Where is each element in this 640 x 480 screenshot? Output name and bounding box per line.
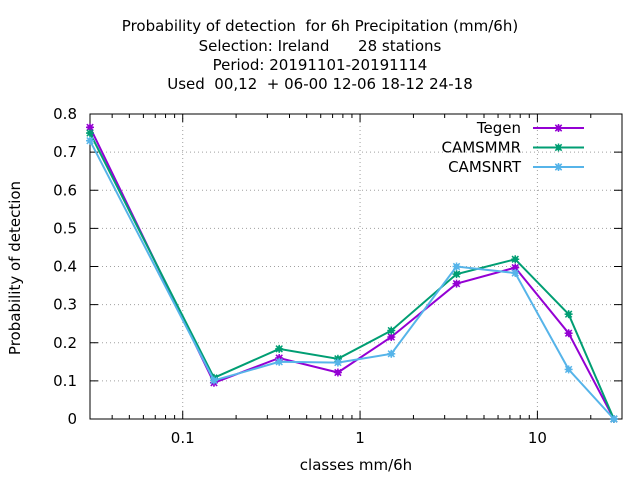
chart-title-line-4: Used 00,12 + 06-00 12-06 18-12 24-18 xyxy=(167,75,473,93)
data-point-camsmmr xyxy=(387,326,396,335)
legend-marker-camsnrt xyxy=(554,163,563,171)
x-tick-label: 1 xyxy=(355,429,365,447)
data-point-camsnrt xyxy=(86,136,94,145)
legend-label-camsnrt: CAMSNRT xyxy=(448,158,522,176)
legend-marker-tegen xyxy=(554,124,563,132)
y-tick-label: 0.8 xyxy=(53,105,77,123)
y-tick-label: 0.5 xyxy=(53,219,77,237)
series-line-camsmmr xyxy=(89,132,615,420)
data-point-tegen xyxy=(564,329,573,338)
data-point-camsnrt xyxy=(511,268,520,277)
data-point-camsnrt xyxy=(609,415,618,423)
series-line-tegen xyxy=(89,126,615,420)
data-point-camsnrt xyxy=(209,376,218,385)
data-point-tegen xyxy=(86,123,94,132)
chart-title-line-1: Probability of detection for 6h Precipit… xyxy=(121,17,519,35)
data-point-camsnrt xyxy=(333,358,342,367)
data-point-camsmmr xyxy=(86,129,94,138)
legend-label-tegen: Tegen xyxy=(476,119,521,137)
data-point-camsmmr xyxy=(452,270,461,279)
data-point-camsmmr xyxy=(511,255,520,264)
y-tick-label: 0.4 xyxy=(53,258,77,276)
data-point-camsnrt xyxy=(275,357,284,366)
data-point-tegen xyxy=(452,279,461,288)
data-point-camsmmr xyxy=(275,344,284,353)
legend-marker-camsmmr xyxy=(554,143,563,152)
data-point-camsnrt xyxy=(387,349,396,358)
data-point-tegen xyxy=(387,333,396,342)
y-tick-label: 0.7 xyxy=(53,143,77,161)
x-axis-label: classes mm/6h xyxy=(299,456,413,474)
data-point-camsmmr xyxy=(564,310,573,319)
y-tick-label: 0.2 xyxy=(53,334,77,352)
y-tick-label: 0 xyxy=(67,410,77,428)
x-tick-label: 0.1 xyxy=(171,429,195,447)
x-tick-label: 10 xyxy=(528,429,547,447)
y-axis-label: Probability of detection xyxy=(6,180,24,356)
data-point-camsnrt xyxy=(564,365,573,374)
y-tick-label: 0.3 xyxy=(53,296,77,314)
y-tick-label: 0.1 xyxy=(53,372,77,390)
y-tick-label: 0.6 xyxy=(53,181,77,199)
data-point-tegen xyxy=(333,368,342,377)
chart-title-line-3: Period: 20191101-20191114 xyxy=(212,56,428,74)
data-point-camsnrt xyxy=(452,262,461,271)
legend-label-camsmmr: CAMSMMR xyxy=(441,139,521,157)
chart-title-line-2: Selection: Ireland 28 stations xyxy=(198,37,442,55)
